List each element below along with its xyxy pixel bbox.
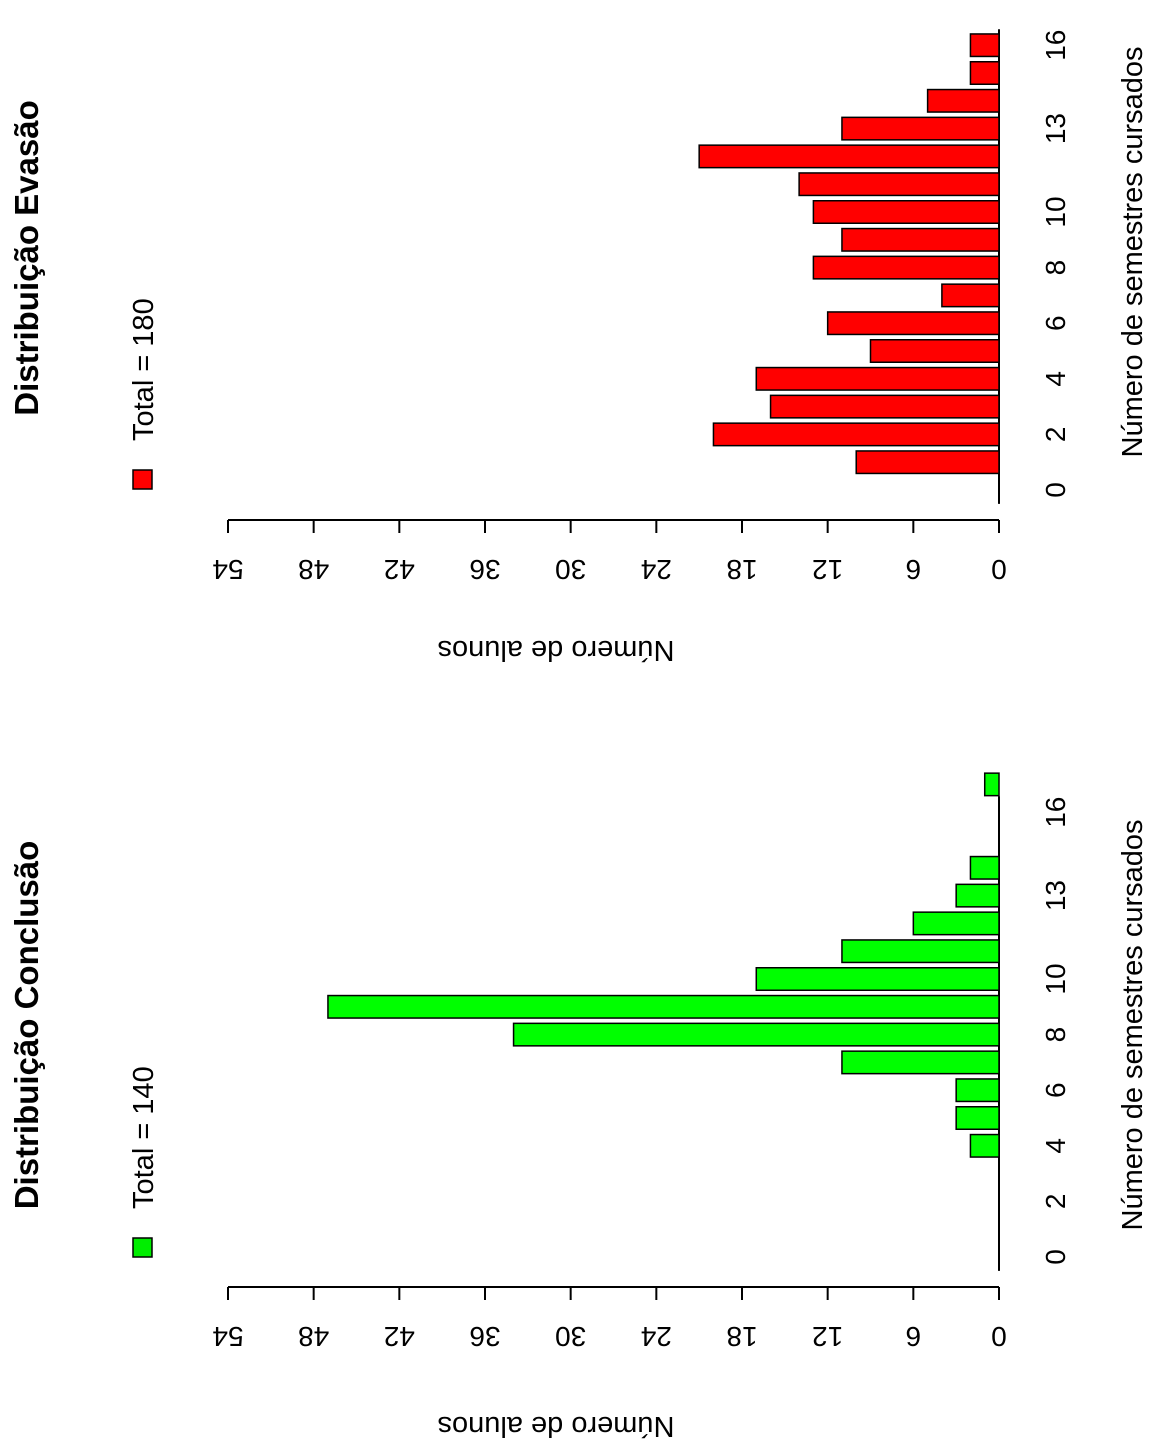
bar	[812, 255, 1000, 280]
legend-swatch	[132, 469, 153, 490]
x-tick-label: 6	[1040, 1082, 1071, 1098]
y-tick-label: 18	[726, 1321, 757, 1352]
bar	[841, 1050, 1000, 1075]
bar	[769, 394, 1000, 419]
x-tick-label: 4	[1040, 1138, 1071, 1154]
y-tick-label: 6	[906, 1321, 922, 1352]
y-axis: 0 6 12 18 24 30 36 42 48 54	[212, 519, 1007, 585]
chart-panel-conclusao: Distribuição Conclusão Total = 140 Númer…	[8, 772, 1149, 1442]
x-tick-label: 2	[1040, 1194, 1071, 1210]
bar	[969, 855, 1000, 880]
y-tick-label: 30	[555, 1321, 586, 1352]
x-tick-label: 10	[1040, 963, 1071, 994]
x-axis-label: Número de semestres cursados	[1117, 47, 1149, 458]
legend-label: Total = 140	[128, 1066, 160, 1209]
bar	[941, 283, 1000, 308]
bar	[798, 172, 1000, 197]
bar	[983, 772, 1000, 797]
y-axis-label: Número de alunos	[438, 1410, 675, 1442]
x-tick-label: 13	[1040, 880, 1071, 911]
y-tick-label: 30	[555, 554, 586, 585]
bar	[841, 116, 1000, 141]
bar	[955, 1078, 1000, 1103]
x-tick-label: 0	[1040, 1249, 1071, 1265]
y-tick-label: 54	[212, 1321, 243, 1352]
bar	[826, 311, 1000, 336]
bar	[812, 200, 1000, 224]
y-tick-label: 48	[298, 554, 329, 585]
chart-title: Distribuição Conclusão	[8, 841, 45, 1210]
x-tick-label: 4	[1040, 371, 1071, 387]
bar-series	[698, 33, 1000, 502]
y-tick-label: 42	[384, 1321, 415, 1352]
y-tick-label: 36	[469, 554, 500, 585]
x-tick-label: 16	[1040, 30, 1071, 61]
chart-title: Distribuição Evasão	[8, 100, 45, 415]
bar	[969, 33, 1000, 58]
x-tick-label: 6	[1040, 315, 1071, 331]
bar	[327, 994, 1000, 1019]
legend-swatch	[132, 1237, 153, 1258]
y-tick-label: 42	[384, 554, 415, 585]
bar	[698, 144, 1000, 169]
y-tick-label: 36	[469, 1321, 500, 1352]
bar	[912, 911, 1000, 936]
bar	[755, 967, 1000, 991]
bar-series	[327, 772, 1000, 1269]
x-axis: 0 2 4 6 8 10 13 16	[998, 796, 1071, 1271]
bar	[969, 1133, 1000, 1158]
bar	[855, 450, 1000, 475]
bar	[841, 227, 1000, 252]
y-tick-label: 18	[726, 554, 757, 585]
y-tick-label: 12	[812, 1321, 843, 1352]
bar	[712, 422, 1000, 447]
chart-panel-evasao: Distribuição Evasão Total = 180 Número d…	[8, 29, 1149, 666]
bar	[755, 366, 1000, 391]
y-axis-label: Número de alunos	[438, 634, 675, 666]
bar	[841, 939, 1000, 964]
y-tick-label: 12	[812, 554, 843, 585]
x-tick-label: 13	[1040, 113, 1071, 144]
x-tick-label: 16	[1040, 797, 1071, 828]
y-tick-label: 0	[991, 1321, 1007, 1352]
bar	[512, 1022, 1000, 1047]
y-tick-label: 24	[641, 1321, 672, 1352]
bar	[969, 61, 1000, 85]
y-tick-label: 24	[641, 554, 672, 585]
x-tick-label: 10	[1040, 196, 1071, 227]
bar	[955, 1106, 1000, 1130]
x-tick-label: 0	[1040, 482, 1071, 498]
x-tick-label: 8	[1040, 1027, 1071, 1043]
y-axis: 0 6 12 18 24 30 36 42 48 54	[212, 1286, 1007, 1352]
legend-label: Total = 180	[128, 298, 160, 441]
bar	[926, 88, 1000, 113]
bar	[869, 339, 1000, 363]
y-tick-label: 48	[298, 1321, 329, 1352]
bar	[955, 883, 1000, 908]
x-axis: 0 2 4 6 8 10 13 16	[998, 29, 1071, 504]
x-tick-label: 8	[1040, 260, 1071, 276]
y-tick-label: 54	[212, 554, 243, 585]
y-tick-label: 0	[991, 554, 1007, 585]
x-tick-label: 2	[1040, 427, 1071, 443]
x-axis-label: Número de semestres cursados	[1117, 820, 1149, 1231]
y-tick-label: 6	[906, 554, 922, 585]
